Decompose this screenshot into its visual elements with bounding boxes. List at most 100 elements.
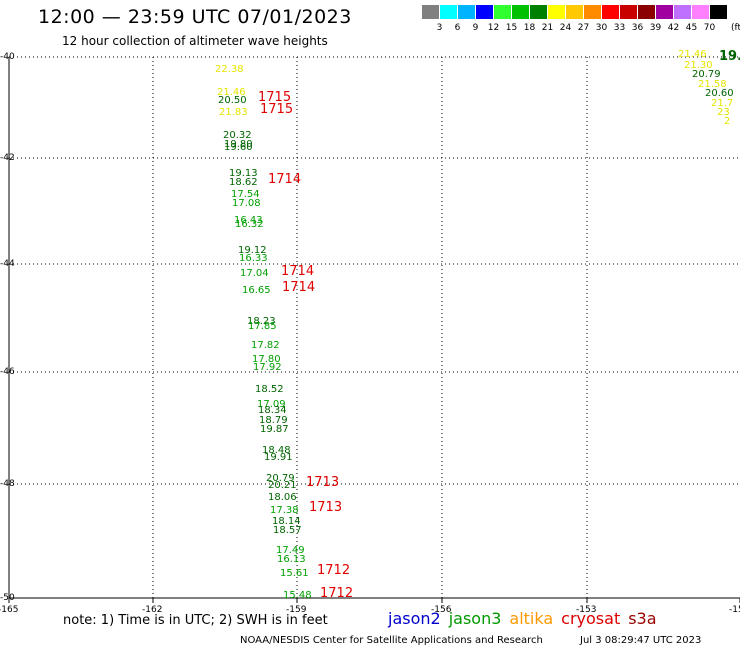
pass-time-label: 1712 [320,586,354,601]
wave-height-value: 19.60 [224,142,253,153]
scale-swatch [512,5,529,19]
satellite-s3a: s3a [628,609,657,628]
satellite-jason3: jason3 [448,609,502,628]
wave-height-value: 20.79 [266,473,295,484]
created-timestamp: Jul 3 08:29:47 UTC 2023 [580,635,702,646]
wave-height-value: 23 [717,107,730,118]
wave-height-value: 18.34 [258,405,287,416]
scale-label: 42 [667,23,680,33]
scale-swatch [476,5,493,19]
scale-swatch [548,5,565,19]
scale-label: 15 [505,23,518,33]
wave-height-value: 16.33 [239,253,268,264]
pass-time-label: 1714 [282,280,316,295]
map-title: 12:00 — 23:59 UTC 07/01/2023 [38,6,352,28]
wave-height-value: 21.30 [684,60,713,71]
scale-swatch [530,5,547,19]
wave-height-value: 17.82 [251,340,280,351]
wave-height-value: 18.23 [247,316,276,327]
pass-time-label: 1714 [281,264,315,279]
wave-height-value: 21.83 [219,107,248,118]
scale-label: 21 [541,23,554,33]
wave-height-value: 17.80 [252,354,281,365]
scale-swatch [710,5,727,19]
credit-text: NOAA/NESDIS Center for Satellite Applica… [240,635,543,646]
scale-swatch [620,5,637,19]
wave-height-value: 16.32 [235,219,264,230]
scale-label: 6 [454,23,461,33]
wave-height-value: 16.65 [242,285,271,296]
scale-swatch [584,5,601,19]
wave-height-value: 21.46 [678,49,707,60]
wave-height-value: 21.58 [698,79,727,90]
wave-height-value: 17.09 [257,399,286,410]
scale-swatch [674,5,691,19]
wave-height-value: 18.79 [259,415,288,426]
satellite-jason2: jason2 [388,609,441,628]
wave-height-value: 17.08 [232,198,261,209]
wave-height-value: 20.21 [268,480,297,491]
longitude-label: -159 [286,605,307,615]
scale-swatch [422,5,439,19]
wave-height-value: 18.48 [262,445,291,456]
longitude-label: -153 [576,605,597,615]
latitude-label: -40 [0,52,15,62]
map-subtitle: 12 hour collection of altimeter wave hei… [62,34,328,48]
scale-swatch [602,5,619,19]
wave-height-value: 20.32 [223,130,252,141]
scale-swatch [656,5,673,19]
wave-height-value: 19.13 [229,168,258,179]
latitude-label: -48 [0,479,15,489]
latitude-label: -42 [0,153,15,163]
scale-swatch [458,5,475,19]
pass-time-label: 1713 [309,500,343,515]
scale-label: 36 [631,23,644,33]
longitude-label: -150 [729,605,740,615]
wave-height-value: 17.38 [270,505,299,516]
scale-label: 3 [436,23,443,33]
pass-time-label: 1715 [260,102,294,117]
wave-height-value: 20.79 [692,69,721,80]
wave-height-value: 19.80 [224,139,253,150]
wave-height-value: 18.57 [273,525,302,536]
wave-height-value: 17.92 [253,362,282,373]
scale-label: 18 [523,23,536,33]
satellite-altika: altika [509,609,554,628]
wave-height-value: 18.52 [255,384,284,395]
scale-label: 12 [487,23,500,33]
wave-height-value: 19.7 [719,49,740,64]
scale-label: 33 [613,23,626,33]
scale-label: 24 [559,23,572,33]
latitude-label: -50 [0,593,15,603]
longitude-label: -165 [0,605,19,615]
scale-label: 45 [685,23,698,33]
scale-swatch [638,5,655,19]
satellite-cryosat: cryosat [561,609,621,628]
pass-time-label: 1715 [258,90,292,105]
wave-height-value: 18.14 [272,516,301,527]
wave-height-value: 22.38 [215,64,244,75]
scale-label: 39 [649,23,662,33]
wave-height-value: 21.46 [217,87,246,98]
scale-swatch [494,5,511,19]
scale-swatch [440,5,457,19]
scale-unit: (ft) [731,23,740,33]
wave-height-value: 17.85 [248,321,277,332]
wave-height-value: 2 [724,116,731,127]
pass-time-label: 1714 [268,172,302,187]
wave-height-value: 17.49 [276,545,305,556]
scale-swatch [692,5,709,19]
latitude-label: -46 [0,367,15,377]
pass-time-label: 1713 [306,475,340,490]
latitude-label: -44 [0,259,15,269]
scale-swatch [566,5,583,19]
wave-height-value: 18.06 [268,492,297,503]
wave-height-value: 15.48 [283,590,312,601]
scale-label: 30 [595,23,608,33]
wave-height-value: 17.54 [231,189,260,200]
wave-height-value: 15.61 [280,568,309,579]
wave-height-value: 16.43 [234,215,263,226]
wave-height-value: 19.12 [238,245,267,256]
pass-time-label: 1712 [317,563,351,578]
